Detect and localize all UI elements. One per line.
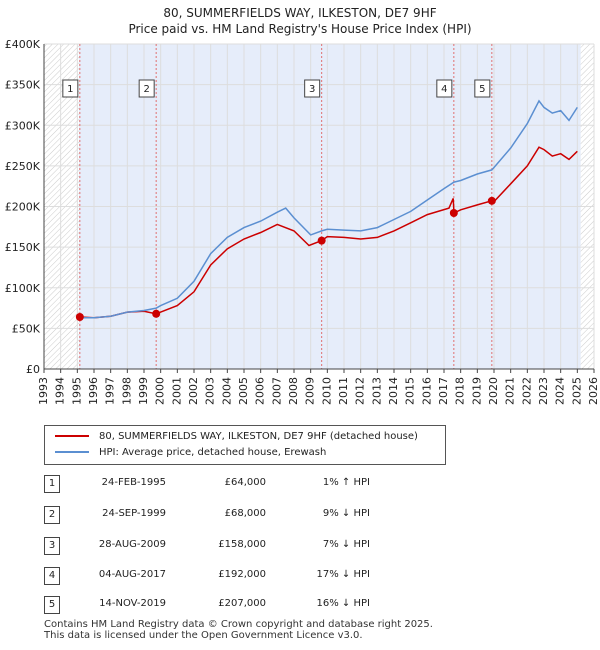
x-tick-label: 1999 [137, 377, 150, 405]
x-tick-label: 2014 [387, 377, 400, 405]
x-tick-label: 2006 [254, 377, 267, 405]
footer-licence: This data is licensed under the Open Gov… [44, 630, 363, 641]
x-tick-label: 2017 [437, 377, 450, 405]
legend-red-swatch [55, 435, 89, 437]
row-number: 4 [44, 567, 60, 585]
y-tick-label: £0 [26, 363, 40, 376]
x-tick-label: 1997 [104, 377, 117, 405]
row-number: 1 [44, 475, 60, 493]
x-tick-label: 2024 [554, 377, 567, 405]
row-hpi: 16% ↓ HPI [316, 598, 370, 609]
row-hpi: 7% ↓ HPI [322, 539, 370, 550]
chart-title-line1: 80, SUMMERFIELDS WAY, ILKESTON, DE7 9HF [163, 6, 437, 20]
row-price: £158,000 [218, 539, 266, 550]
x-tick-label: 2021 [504, 377, 517, 405]
table-row: 1 24-FEB-1995 £64,000 1% ↑ HPI [0, 475, 600, 495]
y-tick-label: £100K [5, 282, 41, 295]
x-tick-label: 2005 [237, 377, 250, 405]
row-hpi: 17% ↓ HPI [316, 569, 370, 580]
sale-label-box [304, 79, 321, 98]
y-tick-label: £150K [5, 241, 41, 254]
x-tick-label: 2015 [404, 377, 417, 405]
table-row: 4 04-AUG-2017 £192,000 17% ↓ HPI [0, 567, 600, 587]
table-row: 2 24-SEP-1999 £68,000 9% ↓ HPI [0, 506, 600, 526]
legend-property-label: 80, SUMMERFIELDS WAY, ILKESTON, DE7 9HF … [99, 431, 418, 442]
x-tick-label: 2026 [587, 377, 600, 405]
table-row: 5 14-NOV-2019 £207,000 16% ↓ HPI [0, 596, 600, 616]
row-date: 28-AUG-2009 [98, 539, 166, 550]
x-tick-label: 1996 [87, 377, 100, 405]
sale-point [75, 313, 84, 321]
x-tick-label: 2016 [420, 377, 433, 405]
x-tick-label: 1995 [70, 377, 83, 405]
sale-label-number: 4 [441, 84, 447, 95]
x-tick-label: 2000 [154, 377, 167, 405]
x-tick-label: 1998 [120, 377, 133, 405]
x-tick-label: 1993 [37, 377, 50, 405]
chart-legend: 80, SUMMERFIELDS WAY, ILKESTON, DE7 9HF … [44, 425, 446, 465]
sale-label-box [474, 79, 491, 98]
x-tick-label: 2023 [537, 377, 550, 405]
x-tick-label: 2011 [337, 377, 350, 405]
x-tick-label: 2002 [187, 377, 200, 405]
row-price: £64,000 [224, 477, 266, 488]
y-tick-label: £250K [5, 160, 41, 173]
row-price: £68,000 [224, 508, 266, 519]
x-tick-label: 2010 [320, 377, 333, 405]
x-tick-label: 2007 [270, 377, 283, 405]
sale-point [317, 236, 326, 245]
x-tick-label: 2004 [220, 377, 233, 405]
y-tick-label: £400K [5, 38, 41, 51]
y-tick-label: £200K [5, 201, 41, 214]
sale-label-box [436, 79, 453, 98]
legend-entry-hpi: HPI: Average price, detached house, Erew… [55, 446, 326, 460]
property-price-line [79, 146, 578, 319]
sale-point [487, 196, 496, 205]
x-tick-label: 2025 [570, 377, 583, 405]
row-hpi: 1% ↑ HPI [322, 477, 370, 488]
price-chart: 1 2 3 4 5 £0 £50K £100K £150K £200K £250K £300K £35… [5, 38, 600, 405]
row-hpi: 9% ↓ HPI [322, 508, 370, 519]
x-tick-label: 1994 [54, 377, 67, 405]
x-tick-label: 2009 [304, 377, 317, 405]
row-number: 2 [44, 506, 60, 524]
x-tick-label: 2020 [487, 377, 500, 405]
x-tick-label: 2013 [370, 377, 383, 405]
footer-notice: Contains HM Land Registry data © Crown c… [44, 619, 433, 641]
y-tick-label: £350K [5, 79, 41, 92]
x-tick-label: 2019 [470, 377, 483, 405]
row-price: £192,000 [218, 569, 266, 580]
row-date: 04-AUG-2017 [98, 569, 166, 580]
y-tick-label: £300K [5, 119, 41, 132]
sale-label-number: 1 [67, 84, 73, 95]
x-tick-label: 2008 [287, 377, 300, 405]
row-price: £207,000 [218, 598, 266, 609]
hpi-line [79, 99, 578, 319]
x-tick-label: 2001 [170, 377, 183, 405]
row-number: 5 [44, 596, 60, 614]
table-row: 3 28-AUG-2009 £158,000 7% ↓ HPI [0, 537, 600, 557]
row-date: 24-FEB-1995 [101, 477, 166, 488]
x-tick-label: 2003 [204, 377, 217, 405]
row-date: 14-NOV-2019 [99, 598, 166, 609]
sale-label-number: 2 [143, 84, 149, 95]
x-tick-label: 2022 [520, 377, 533, 405]
sale-label-number: 5 [479, 84, 485, 95]
x-tick-label: 2012 [354, 377, 367, 405]
row-number: 3 [44, 537, 60, 555]
x-tick-label: 2018 [454, 377, 467, 405]
legend-hpi-label: HPI: Average price, detached house, Erew… [99, 447, 327, 458]
sale-label-number: 3 [309, 84, 315, 95]
sale-label-box [62, 79, 79, 98]
footer-copyright: Contains HM Land Registry data © Crown c… [44, 619, 433, 630]
row-date: 24-SEP-1999 [102, 508, 166, 519]
y-tick-label: £50K [12, 322, 41, 335]
sale-point [449, 209, 458, 217]
legend-blue-swatch [55, 451, 89, 453]
chart-title-line2: Price paid vs. HM Land Registry's House … [128, 22, 472, 36]
sale-point [152, 309, 161, 318]
sale-label-box [138, 79, 155, 98]
legend-entry-property: 80, SUMMERFIELDS WAY, ILKESTON, DE7 9HF … [55, 430, 418, 444]
